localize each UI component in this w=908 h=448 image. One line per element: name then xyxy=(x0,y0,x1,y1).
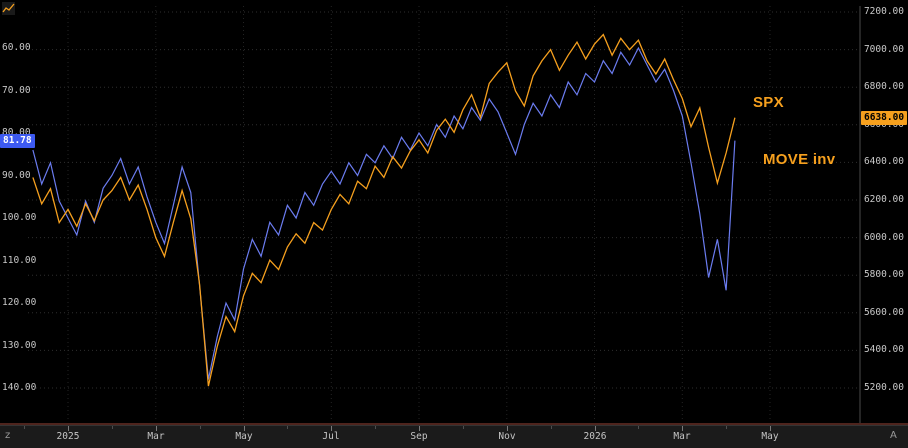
right-axis-tick-label: 5800.00 xyxy=(863,269,904,280)
time-axis-tick-mark xyxy=(551,426,552,429)
time-axis-tick-mark xyxy=(156,426,157,431)
left-axis-tick-label: 90.00 xyxy=(2,170,31,181)
spx-series-label: SPX xyxy=(753,94,784,111)
time-axis-tick-mark xyxy=(770,426,771,431)
right-axis-tick-label: 6400.00 xyxy=(863,156,904,167)
left-axis-tick-label: 130.00 xyxy=(2,340,37,351)
left-axis-tick-label: 100.00 xyxy=(2,212,37,223)
time-axis-tick-mark xyxy=(638,426,639,429)
time-axis-tick-mark xyxy=(331,426,332,431)
spx-last-value-box: 6638.00 xyxy=(861,111,908,125)
left-axis-tick-label: 80.00 xyxy=(2,127,31,138)
time-axis-tick-label: May xyxy=(761,431,779,442)
time-axis-tick-label: Jul xyxy=(322,431,340,442)
time-axis-tick-label: May xyxy=(235,431,253,442)
mini-chart-icon[interactable] xyxy=(2,2,15,15)
right-axis-tick-label: 6200.00 xyxy=(863,194,904,205)
time-axis-tick-mark xyxy=(375,426,376,429)
right-axis-tick-label: 5600.00 xyxy=(863,307,904,318)
time-axis-tick-label: 2025 xyxy=(56,431,80,442)
time-axis-tick-label: Sep xyxy=(410,431,428,442)
left-axis-tick-label: 120.00 xyxy=(2,297,37,308)
time-axis-tick-mark xyxy=(24,426,25,429)
vertical-gridlines xyxy=(67,6,771,420)
annotate-button[interactable]: A xyxy=(890,430,897,441)
time-axis-tick-mark xyxy=(287,426,288,429)
right-axis-tick-label: 7200.00 xyxy=(863,6,904,17)
time-axis-tick-mark xyxy=(419,426,420,431)
spx-line-series xyxy=(32,33,736,387)
time-axis-tick-mark xyxy=(507,426,508,431)
right-axis-tick-label: 5400.00 xyxy=(863,344,904,355)
right-axis-tick-label: 7000.00 xyxy=(863,44,904,55)
time-axis-tick-label: Mar xyxy=(673,431,691,442)
time-axis-tick-mark xyxy=(463,426,464,429)
left-axis-tick-label: 110.00 xyxy=(2,255,37,266)
time-axis-tick-mark xyxy=(682,426,683,431)
left-axis-tick-label: 140.00 xyxy=(2,382,37,393)
move-last-value-box: 81.78 xyxy=(0,134,35,148)
time-axis-tick-mark xyxy=(595,426,596,431)
move-inv-line-series xyxy=(32,46,736,380)
time-axis-tick-mark xyxy=(726,426,727,429)
time-axis-tick-mark xyxy=(112,426,113,429)
time-axis-bar xyxy=(0,425,908,448)
time-axis-tick-label: Mar xyxy=(147,431,165,442)
move-series-label: MOVE inv xyxy=(763,151,836,168)
right-axis-tick-label: 5200.00 xyxy=(863,382,904,393)
x-axis-accent-line xyxy=(0,423,908,425)
horizontal-gridlines xyxy=(28,11,860,389)
right-axis-tick-label: 6000.00 xyxy=(863,232,904,243)
right-axis-tick-label: 6800.00 xyxy=(863,81,904,92)
time-axis-tick-label: Nov xyxy=(498,431,516,442)
time-axis-tick-mark xyxy=(68,426,69,431)
time-axis-tick-mark xyxy=(200,426,201,429)
time-axis-tick-label: 2026 xyxy=(583,431,607,442)
time-axis-tick-mark xyxy=(244,426,245,431)
plot-area xyxy=(28,6,861,423)
zoom-button[interactable]: z xyxy=(5,430,11,441)
left-axis-tick-label: 70.00 xyxy=(2,85,31,96)
left-axis-tick-label: 60.00 xyxy=(2,42,31,53)
